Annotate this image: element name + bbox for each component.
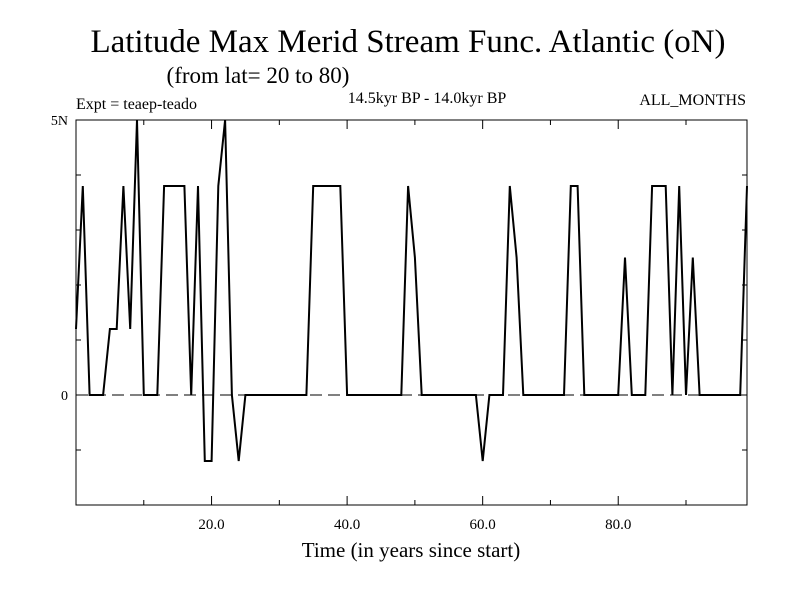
x-tick-label: 20.0 [198, 517, 224, 533]
chart-title: Latitude Max Merid Stream Func. Atlantic… [90, 24, 725, 60]
x-tick-label: 80.0 [605, 517, 631, 533]
expt-label: Expt = teaep-teado [76, 96, 197, 113]
x-tick-label: 60.0 [470, 517, 496, 533]
y-tick-label: 0 [61, 389, 68, 404]
plot-frame [75, 119, 748, 506]
series-line [75, 119, 748, 462]
axis-ticks [76, 119, 747, 505]
x-axis-label: Time (in years since start) [302, 538, 521, 562]
axis-tick-labels: 20.0 40.0 60.0 80.0 0 5N [51, 114, 631, 533]
x-tick-label: 40.0 [334, 517, 360, 533]
chart-subtitle: (from lat= 20 to 80) [167, 63, 350, 88]
period-label: 14.5kyr BP - 14.0kyr BP [348, 90, 507, 107]
months-label: ALL_MONTHS [639, 92, 746, 109]
data-points [75, 119, 748, 462]
y-tick-label: 5N [51, 114, 68, 129]
